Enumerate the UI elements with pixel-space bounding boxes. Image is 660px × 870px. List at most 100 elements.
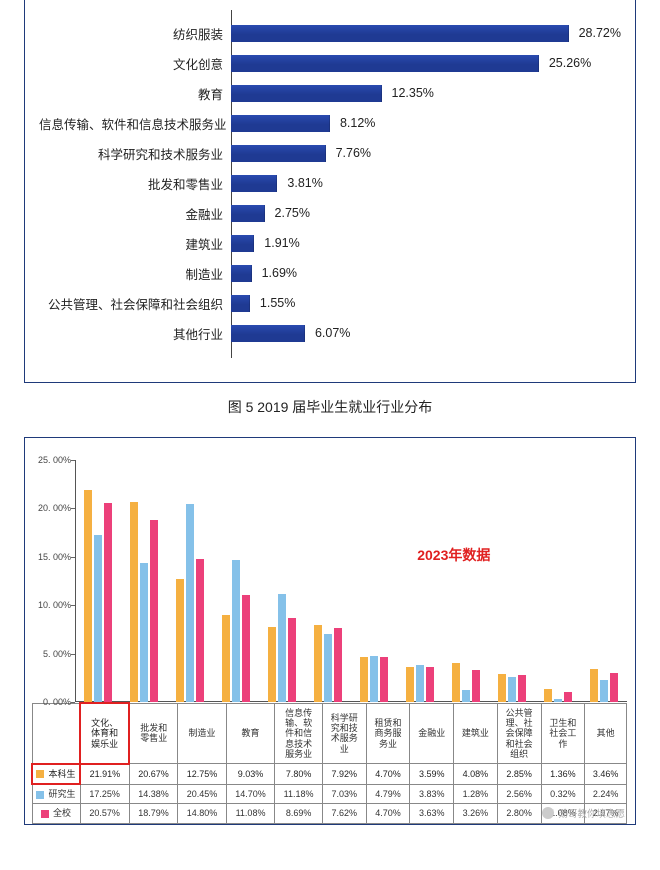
chart2-bar bbox=[406, 667, 414, 702]
hbar-label: 教育 bbox=[39, 84, 231, 103]
table-cell: 14.38% bbox=[129, 784, 178, 804]
hbar-row: 信息传输、软件和信息技术服务业8.12% bbox=[39, 108, 621, 138]
chart2-bar bbox=[360, 657, 368, 702]
chart2-bar bbox=[242, 595, 250, 702]
chart2-grouped-bar: 0. 00%5. 00%10. 00%15. 00%20. 00%25. 00%… bbox=[24, 437, 636, 825]
chart2-ytick-label: 10. 00% bbox=[31, 600, 71, 610]
legend-swatch-icon bbox=[41, 810, 49, 818]
chart2-bar bbox=[186, 504, 194, 702]
hbar-track: 25.26% bbox=[231, 48, 621, 78]
hbar-track: 7.76% bbox=[231, 138, 621, 168]
hbar-track: 3.81% bbox=[231, 168, 621, 198]
table-series-label: 全校 bbox=[32, 804, 80, 823]
chart2-plot: 0. 00%5. 00%10. 00%15. 00%20. 00%25. 00%… bbox=[75, 452, 627, 702]
legend-swatch-icon bbox=[36, 770, 44, 778]
table-corner bbox=[32, 703, 80, 764]
hbar-bar bbox=[231, 145, 326, 162]
chart2-bar bbox=[426, 667, 434, 702]
table-category-header: 科学研究和技术服务业 bbox=[322, 703, 366, 764]
chart2-bar-group bbox=[121, 460, 167, 702]
chart2-bar bbox=[472, 670, 480, 702]
chart2-bar bbox=[462, 690, 470, 702]
hbar-bar bbox=[231, 85, 382, 102]
chart2-bar bbox=[140, 563, 148, 702]
table-cell: 20.57% bbox=[80, 804, 129, 823]
table-category-header: 公共管理、社会保障和社会组织 bbox=[497, 703, 541, 764]
table-category-header: 金融业 bbox=[410, 703, 454, 764]
chart2-bar bbox=[324, 634, 332, 702]
table-category-header: 信息传输、软件和信息技术服务业 bbox=[275, 703, 323, 764]
table-cell: 3.63% bbox=[410, 804, 454, 823]
hbar-row: 批发和零售业3.81% bbox=[39, 168, 621, 198]
hbar-bar bbox=[231, 175, 277, 192]
chart2-bar bbox=[222, 615, 230, 702]
legend-swatch-icon bbox=[36, 791, 44, 799]
hbar-value: 25.26% bbox=[549, 56, 591, 70]
chart2-bar bbox=[416, 665, 424, 702]
hbar-bar bbox=[231, 25, 569, 42]
chart2-ytick-mark bbox=[71, 702, 75, 703]
hbar-track: 1.91% bbox=[231, 228, 621, 258]
hbar-track: 28.72% bbox=[231, 18, 621, 48]
chart2-ytick-label: 25. 00% bbox=[31, 455, 71, 465]
table-category-header: 批发和零售业 bbox=[129, 703, 178, 764]
chart2-bar bbox=[452, 663, 460, 702]
chart2-bar-group bbox=[535, 460, 581, 702]
hbar-track: 8.12% bbox=[231, 108, 621, 138]
hbar-value: 1.91% bbox=[264, 236, 299, 250]
chart2-bar bbox=[150, 520, 158, 702]
chart2-bar bbox=[84, 490, 92, 702]
table-category-header: 文化、体育和娱乐业 bbox=[80, 703, 129, 764]
table-cell: 11.18% bbox=[275, 784, 323, 804]
hbar-track: 12.35% bbox=[231, 78, 621, 108]
table-cell: 20.45% bbox=[178, 784, 227, 804]
table-category-header: 租赁和商务服务业 bbox=[366, 703, 410, 764]
table-cell: 7.80% bbox=[275, 764, 323, 784]
table-cell: 9.03% bbox=[226, 764, 275, 784]
chart2-bar bbox=[104, 503, 112, 702]
hbar-label: 制造业 bbox=[39, 264, 231, 283]
chart1-horizontal-bar: 纺织服装28.72%文化创意25.26%教育12.35%信息传输、软件和信息技术… bbox=[24, 0, 636, 383]
chart2-bar-group bbox=[75, 460, 121, 702]
table-cell: 14.80% bbox=[178, 804, 227, 823]
table-cell: 20.67% bbox=[129, 764, 178, 784]
watermark: 勋哥教你填志愿 bbox=[542, 806, 625, 820]
hbar-row: 金融业2.75% bbox=[39, 198, 621, 228]
chart2-bar-group bbox=[259, 460, 305, 702]
table-cell: 1.28% bbox=[454, 784, 498, 804]
table-cell: 4.79% bbox=[366, 784, 410, 804]
hbar-bar bbox=[231, 325, 305, 342]
chart2-bar bbox=[380, 657, 388, 702]
chart2-bar bbox=[564, 692, 572, 702]
hbar-row: 公共管理、社会保障和社会组织1.55% bbox=[39, 288, 621, 318]
table-cell: 3.46% bbox=[585, 764, 627, 784]
chart2-bar-group bbox=[489, 460, 535, 702]
table-category-header: 制造业 bbox=[178, 703, 227, 764]
chart2-bar bbox=[278, 594, 286, 702]
table-cell: 7.92% bbox=[322, 764, 366, 784]
table-cell: 11.08% bbox=[226, 804, 275, 823]
chart2-data-table: 文化、体育和娱乐业批发和零售业制造业教育信息传输、软件和信息技术服务业科学研究和… bbox=[31, 702, 627, 824]
hbar-track: 2.75% bbox=[231, 198, 621, 228]
chart2-bar bbox=[288, 618, 296, 702]
legend-label-text: 本科生 bbox=[48, 769, 75, 779]
table-cell: 0.32% bbox=[541, 784, 585, 804]
table-cell: 21.91% bbox=[80, 764, 129, 784]
hbar-value: 1.55% bbox=[260, 296, 295, 310]
hbar-row: 科学研究和技术服务业7.76% bbox=[39, 138, 621, 168]
chart2-bar-group bbox=[213, 460, 259, 702]
chart2-bar bbox=[508, 677, 516, 702]
hbar-row: 制造业1.69% bbox=[39, 258, 621, 288]
table-cell: 12.75% bbox=[178, 764, 227, 784]
hbar-track: 1.69% bbox=[231, 258, 621, 288]
chart2-ytick-label: 0. 00% bbox=[31, 697, 71, 707]
table-cell: 3.83% bbox=[410, 784, 454, 804]
hbar-row: 其他行业6.07% bbox=[39, 318, 621, 348]
table-cell: 18.79% bbox=[129, 804, 178, 823]
table-cell: 4.70% bbox=[366, 804, 410, 823]
table-category-header: 其他 bbox=[585, 703, 627, 764]
table-cell: 7.62% bbox=[322, 804, 366, 823]
hbar-row: 纺织服装28.72% bbox=[39, 18, 621, 48]
table-cell: 1.36% bbox=[541, 764, 585, 784]
chart2-ytick-label: 5. 00% bbox=[31, 649, 71, 659]
